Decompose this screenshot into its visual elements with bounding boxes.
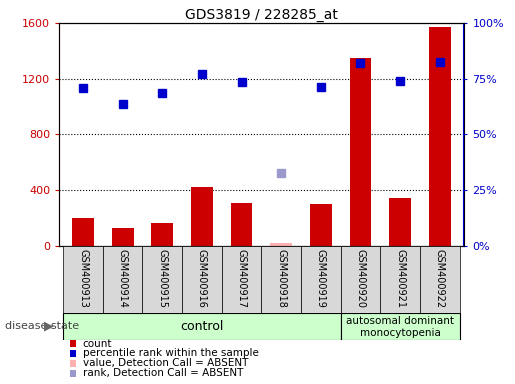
FancyBboxPatch shape xyxy=(340,246,380,313)
Text: GSM400917: GSM400917 xyxy=(236,249,247,308)
Title: GDS3819 / 228285_at: GDS3819 / 228285_at xyxy=(185,8,338,22)
Text: disease state: disease state xyxy=(5,321,79,331)
Text: GSM400916: GSM400916 xyxy=(197,249,207,308)
Bar xyxy=(350,58,371,246)
Bar xyxy=(112,228,133,246)
Bar xyxy=(191,187,213,246)
Bar xyxy=(429,27,451,246)
Text: rank, Detection Call = ABSENT: rank, Detection Call = ABSENT xyxy=(82,368,243,378)
FancyBboxPatch shape xyxy=(261,246,301,313)
Text: GSM400922: GSM400922 xyxy=(435,249,445,308)
Bar xyxy=(151,223,173,246)
FancyBboxPatch shape xyxy=(182,246,222,313)
FancyBboxPatch shape xyxy=(301,246,340,313)
Text: count: count xyxy=(82,339,112,349)
Text: GSM400920: GSM400920 xyxy=(355,249,366,308)
FancyBboxPatch shape xyxy=(63,313,340,340)
FancyBboxPatch shape xyxy=(222,246,261,313)
FancyBboxPatch shape xyxy=(143,246,182,313)
Text: percentile rank within the sample: percentile rank within the sample xyxy=(82,349,259,359)
Text: control: control xyxy=(180,320,224,333)
Bar xyxy=(231,203,252,246)
Bar xyxy=(72,218,94,246)
Bar xyxy=(270,243,292,246)
Bar xyxy=(389,199,411,246)
Text: GSM400915: GSM400915 xyxy=(157,249,167,308)
FancyBboxPatch shape xyxy=(420,246,459,313)
Text: GSM400919: GSM400919 xyxy=(316,249,326,308)
Text: GSM400918: GSM400918 xyxy=(276,249,286,308)
Text: GSM400913: GSM400913 xyxy=(78,249,88,308)
FancyBboxPatch shape xyxy=(63,246,103,313)
Text: GSM400914: GSM400914 xyxy=(117,249,128,308)
Bar xyxy=(310,204,332,246)
FancyBboxPatch shape xyxy=(340,313,459,340)
Text: autosomal dominant: autosomal dominant xyxy=(346,316,454,326)
FancyBboxPatch shape xyxy=(380,246,420,313)
Text: ▶: ▶ xyxy=(44,320,54,333)
FancyBboxPatch shape xyxy=(103,246,143,313)
Text: GSM400921: GSM400921 xyxy=(395,249,405,308)
Text: monocytopenia: monocytopenia xyxy=(359,328,440,338)
Text: value, Detection Call = ABSENT: value, Detection Call = ABSENT xyxy=(82,358,248,368)
